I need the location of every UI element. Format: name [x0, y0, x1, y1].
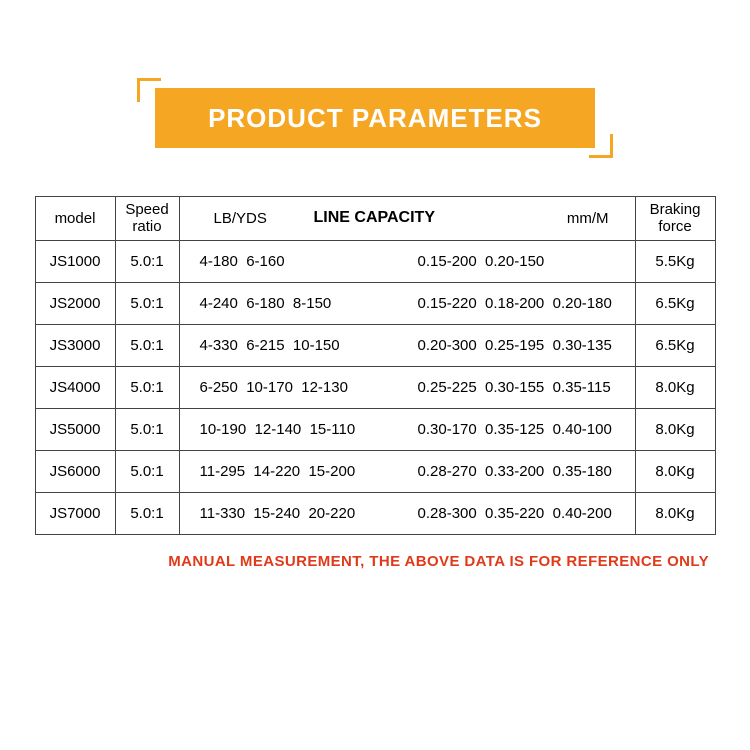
- title-bar: PRODUCT PARAMETERS: [155, 88, 595, 148]
- table-row: JS60005.0:1 11-295 14-220 15-200 0.28-270 …: [35, 450, 715, 492]
- cell-model: JS5000: [35, 408, 115, 450]
- cell-mmm: 0.28-270 0.33-200 0.35-180: [410, 463, 623, 480]
- cell-speed: 5.0:1: [115, 450, 179, 492]
- cell-speed: 5.0:1: [115, 492, 179, 534]
- cell-capacity: 10-190 12-140 15-110 0.30-170 0.35-125 0.…: [179, 408, 635, 450]
- table-row: JS70005.0:1 11-330 15-240 20-220 0.28-300 …: [35, 492, 715, 534]
- cell-speed: 5.0:1: [115, 366, 179, 408]
- cell-capacity: 4-240 6-180 8-150 0.15-220 0.18-200 0.20-…: [179, 282, 635, 324]
- corner-decoration-br: [589, 134, 613, 158]
- cell-mmm: 0.20-300 0.25-195 0.30-135: [410, 337, 623, 354]
- col-header-speed: Speed ratio: [115, 197, 179, 241]
- title-block: PRODUCT PARAMETERS: [155, 88, 595, 148]
- corner-decoration-tl: [137, 78, 161, 102]
- table-row: JS10005.0:1 4-180 6-160 0.15-200 0.20-150 5…: [35, 240, 715, 282]
- cell-model: JS2000: [35, 282, 115, 324]
- title-text: PRODUCT PARAMETERS: [208, 103, 542, 134]
- cell-brake: 8.0Kg: [635, 408, 715, 450]
- cell-capacity: 11-330 15-240 20-220 0.28-300 0.35-220 0.…: [179, 492, 635, 534]
- cell-mmm: 0.15-200 0.20-150: [410, 253, 623, 270]
- cell-capacity: 6-250 10-170 12-130 0.25-225 0.30-155 0.3…: [179, 366, 635, 408]
- cell-speed: 5.0:1: [115, 408, 179, 450]
- cell-brake: 8.0Kg: [635, 492, 715, 534]
- table-row: JS30005.0:1 4-330 6-215 10-150 0.20-300 0.…: [35, 324, 715, 366]
- cell-model: JS3000: [35, 324, 115, 366]
- cell-model: JS1000: [35, 240, 115, 282]
- cell-lbyds: 6-250 10-170 12-130: [192, 379, 402, 396]
- cell-lbyds: 11-330 15-240 20-220: [192, 505, 402, 522]
- cell-model: JS4000: [35, 366, 115, 408]
- cell-mmm: 0.28-300 0.35-220 0.40-200: [410, 505, 623, 522]
- capacity-title: LINE CAPACITY: [304, 209, 529, 227]
- cell-model: JS7000: [35, 492, 115, 534]
- cell-speed: 5.0:1: [115, 324, 179, 366]
- cell-lbyds: 4-330 6-215 10-150: [192, 337, 402, 354]
- cell-mmm: 0.15-220 0.18-200 0.20-180: [410, 295, 623, 312]
- cell-capacity: 11-295 14-220 15-200 0.28-270 0.33-200 0.…: [179, 450, 635, 492]
- table-row: JS50005.0:1 10-190 12-140 15-110 0.30-170 …: [35, 408, 715, 450]
- cell-brake: 6.5Kg: [635, 282, 715, 324]
- table-row: JS20005.0:1 4-240 6-180 8-150 0.15-220 0.1…: [35, 282, 715, 324]
- capacity-lbyds-label: LB/YDS: [214, 210, 304, 227]
- cell-mmm: 0.30-170 0.35-125 0.40-100: [410, 421, 623, 438]
- col-header-capacity: LB/YDS LINE CAPACITY mm/M: [179, 197, 635, 241]
- col-header-brake: Braking force: [635, 197, 715, 241]
- col-header-model: model: [35, 197, 115, 241]
- cell-lbyds: 10-190 12-140 15-110: [192, 421, 402, 438]
- cell-lbyds: 4-240 6-180 8-150: [192, 295, 402, 312]
- cell-model: JS6000: [35, 450, 115, 492]
- cell-speed: 5.0:1: [115, 282, 179, 324]
- cell-speed: 5.0:1: [115, 240, 179, 282]
- parameters-table: model Speed ratio LB/YDS LINE CAPACITY m…: [35, 196, 716, 535]
- capacity-mmm-label: mm/M: [529, 210, 609, 227]
- cell-brake: 5.5Kg: [635, 240, 715, 282]
- table-row: JS40005.0:1 6-250 10-170 12-130 0.25-225 0…: [35, 366, 715, 408]
- cell-capacity: 4-330 6-215 10-150 0.20-300 0.25-195 0.30…: [179, 324, 635, 366]
- cell-capacity: 4-180 6-160 0.15-200 0.20-150: [179, 240, 635, 282]
- cell-brake: 8.0Kg: [635, 450, 715, 492]
- cell-lbyds: 11-295 14-220 15-200: [192, 463, 402, 480]
- table-header-row: model Speed ratio LB/YDS LINE CAPACITY m…: [35, 197, 715, 241]
- cell-mmm: 0.25-225 0.30-155 0.35-115: [410, 379, 623, 396]
- table-body: JS10005.0:14-180 6-1600.15-200 0.20-1505…: [35, 240, 715, 534]
- cell-lbyds: 4-180 6-160: [192, 253, 402, 270]
- cell-brake: 8.0Kg: [635, 366, 715, 408]
- cell-brake: 6.5Kg: [635, 324, 715, 366]
- footnote: MANUAL MEASUREMENT, THE ABOVE DATA IS FO…: [35, 553, 715, 570]
